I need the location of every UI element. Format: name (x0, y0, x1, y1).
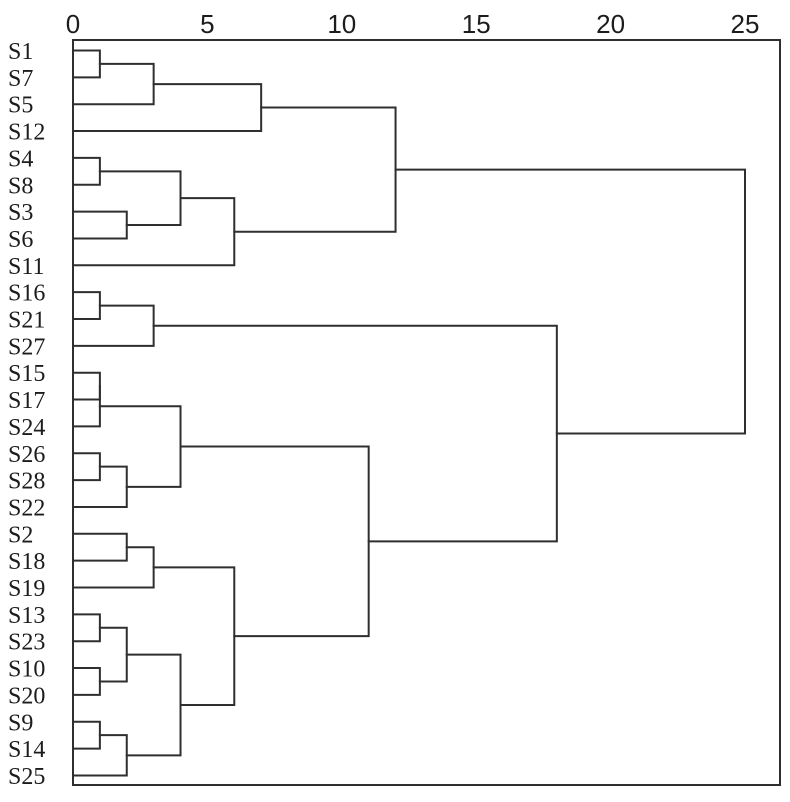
axis-tick-label-0: 0 (66, 9, 80, 39)
leaf-label-s3: S3 (8, 200, 33, 226)
leaf-label-s7: S7 (8, 66, 33, 92)
leaf-label-s18: S18 (8, 549, 45, 575)
leaf-label-s28: S28 (8, 469, 45, 495)
leaf-label-s19: S19 (8, 576, 45, 602)
axis-tick-label-15: 15 (462, 9, 491, 39)
leaf-label-s17: S17 (8, 388, 45, 414)
plot-frame (72, 39, 781, 786)
leaf-label-s11: S11 (8, 254, 44, 280)
axis-tick-label-20: 20 (596, 9, 625, 39)
leaf-label-s24: S24 (8, 415, 45, 441)
axis-tick-label-10: 10 (327, 9, 356, 39)
axis-tick-label-5: 5 (200, 9, 214, 39)
leaf-label-s16: S16 (8, 281, 45, 307)
leaf-label-s13: S13 (8, 603, 45, 629)
leaf-label-s5: S5 (8, 93, 33, 119)
leaf-label-s2: S2 (8, 522, 33, 548)
leaf-label-s9: S9 (8, 710, 33, 736)
leaf-label-s10: S10 (8, 657, 45, 683)
axis-tick-label-25: 25 (731, 9, 760, 39)
leaf-label-s25: S25 (8, 764, 45, 790)
leaf-label-s12: S12 (8, 120, 45, 146)
leaf-label-s15: S15 (8, 361, 45, 387)
leaf-label-s23: S23 (8, 630, 45, 656)
leaf-label-s21: S21 (8, 308, 45, 334)
leaf-label-s22: S22 (8, 495, 45, 521)
dendrogram-link-26 (394, 168, 746, 435)
leaf-label-s26: S26 (8, 442, 45, 468)
leaf-label-s4: S4 (8, 146, 33, 172)
dendrogram-link-11 (72, 385, 101, 428)
leaf-label-s20: S20 (8, 683, 45, 709)
leaf-label-s6: S6 (8, 227, 33, 253)
leaf-label-s14: S14 (8, 737, 45, 763)
leaf-label-s1: S1 (8, 39, 33, 65)
leaf-label-s27: S27 (8, 334, 45, 360)
leaf-label-s8: S8 (8, 173, 33, 199)
